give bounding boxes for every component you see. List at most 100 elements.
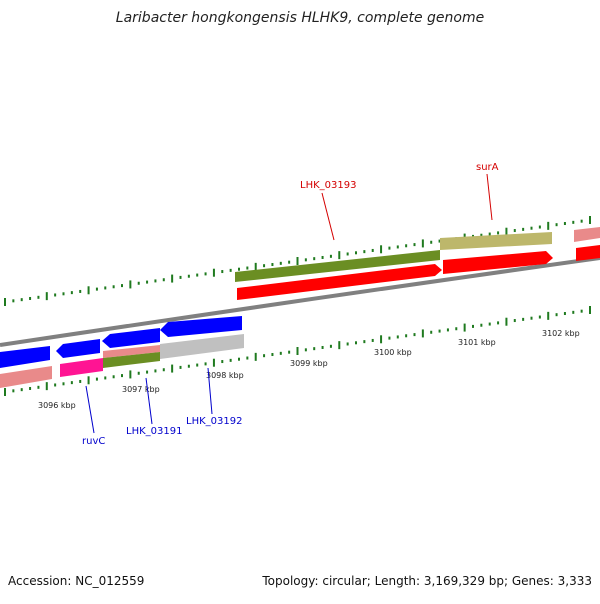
tick-mark (505, 317, 508, 326)
tick-mark (254, 262, 257, 271)
tick-mark (555, 313, 558, 317)
tick-mark (338, 341, 341, 350)
tick-mark (480, 233, 483, 237)
tick-mark (547, 311, 550, 320)
tick-mark (204, 272, 207, 276)
tick-mark (405, 334, 408, 338)
tick-mark (121, 374, 123, 378)
tick-mark (313, 347, 316, 351)
tick-mark (238, 357, 240, 361)
callout-line-lhk03191 (145, 377, 153, 425)
gene-bar-red-2[interactable] (443, 251, 553, 274)
tick-mark (95, 377, 98, 381)
gene-bar-olive[interactable] (235, 250, 440, 282)
gene-label-lhk03192[interactable]: LHK_03192 (186, 416, 242, 427)
gene-label-lhk03193[interactable]: LHK_03193 (300, 180, 356, 191)
tick-mark (296, 347, 299, 355)
tick-mark (79, 289, 82, 293)
tick-mark (279, 351, 282, 355)
tick-label-3100: 3100 kbp (374, 348, 412, 357)
tick-mark (346, 342, 349, 346)
tick-mark (288, 350, 291, 354)
gene-bar-gray[interactable] (160, 334, 244, 359)
gene-bar-blue-4[interactable] (160, 316, 242, 337)
gene-bar-olive-left[interactable] (103, 352, 160, 368)
tick-mark (212, 268, 215, 277)
tick-mark (497, 321, 500, 325)
gene-bar-light-red-mid[interactable] (103, 345, 160, 358)
tick-mark (162, 368, 165, 372)
tick-mark (421, 329, 424, 338)
tick-mark (112, 285, 115, 289)
tick-mark (212, 358, 215, 367)
gene-bar-blue-3[interactable] (102, 328, 160, 348)
tick-mark (438, 239, 441, 243)
tick-mark (530, 226, 533, 230)
tick-mark (238, 267, 240, 271)
tick-mark (572, 310, 575, 314)
tick-label-3102: 3102 kbp (542, 329, 580, 338)
tick-mark (396, 335, 399, 339)
tick-mark (179, 365, 182, 369)
gene-bar-red-right[interactable] (576, 245, 600, 261)
callout-line-lhk03193 (321, 192, 335, 241)
tick-mark (313, 257, 316, 261)
tick-mark (321, 345, 324, 349)
tick-mark (363, 340, 366, 344)
tick-mark (513, 319, 516, 323)
gene-bar-blue-1[interactable] (0, 346, 50, 368)
tick-mark (29, 296, 32, 300)
gene-bar-khaki[interactable] (440, 232, 552, 250)
tick-mark (162, 278, 165, 282)
callout-line-ruvC (85, 385, 95, 434)
gene-label-ruvC[interactable]: ruvC (82, 436, 105, 447)
tick-mark (346, 252, 349, 256)
gene-bar-light-red-right[interactable] (574, 227, 600, 242)
tick-mark (413, 333, 416, 337)
tick-mark (4, 298, 6, 306)
tick-row-upper (4, 216, 591, 306)
tick-mark (87, 376, 90, 385)
tick-mark (129, 280, 132, 289)
tick-mark (45, 292, 48, 301)
tick-mark (20, 388, 23, 392)
tick-mark (304, 348, 307, 352)
tick-mark (263, 354, 266, 358)
tick-mark (221, 360, 224, 364)
accession-label: Accession: NC_012559 (8, 574, 145, 588)
tick-mark (79, 379, 82, 383)
tick-mark (363, 250, 366, 254)
tick-mark (589, 306, 591, 314)
gene-label-lhk03191[interactable]: LHK_03191 (126, 426, 182, 437)
gene-bar-magenta[interactable] (60, 358, 103, 377)
tick-label-3099: 3099 kbp (290, 359, 328, 368)
gene-label-surA[interactable]: surA (476, 162, 499, 173)
tick-mark (329, 344, 332, 348)
gene-bar-red-1[interactable] (237, 264, 442, 300)
gene-bar-blue-2[interactable] (56, 339, 100, 358)
tick-mark (563, 222, 566, 226)
tick-mark (413, 243, 416, 247)
tick-mark (146, 280, 149, 284)
tick-mark (472, 324, 474, 328)
tick-mark (12, 299, 15, 303)
tick-label-3097: 3097 kbp (122, 385, 160, 394)
tick-label-3096: 3096 kbp (38, 401, 76, 410)
callout-line-lhk03192 (207, 367, 213, 415)
tick-mark (371, 248, 374, 252)
tick-mark (572, 220, 575, 224)
tick-mark (62, 292, 65, 296)
tick-mark (421, 239, 424, 248)
tick-mark (304, 258, 307, 262)
tick-mark (221, 270, 224, 274)
tick-mark (37, 385, 40, 389)
tick-mark (296, 257, 299, 265)
tick-mark (522, 227, 525, 231)
tick-mark (179, 275, 182, 279)
gene-bar-light-red-left[interactable] (0, 366, 52, 388)
tick-mark (288, 260, 291, 264)
tick-mark (547, 221, 550, 230)
tick-mark (455, 327, 458, 331)
tick-mark (329, 254, 332, 258)
tick-mark (129, 370, 132, 379)
